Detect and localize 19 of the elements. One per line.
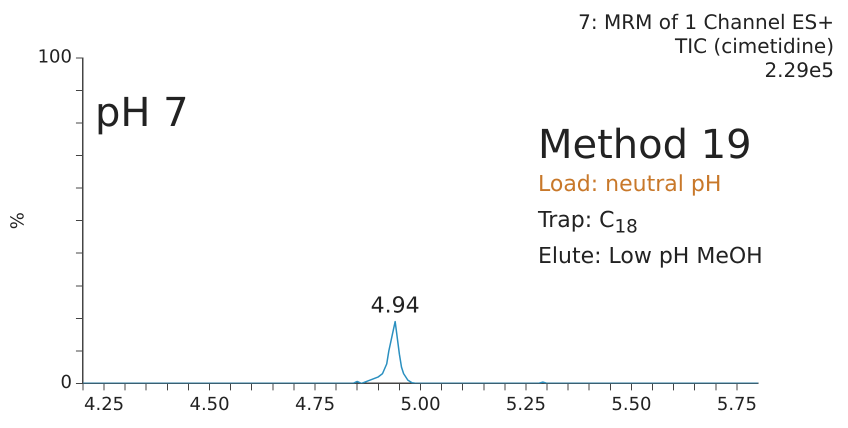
x-tick-label: 4.25 bbox=[84, 394, 124, 415]
y-tick-label: 100 bbox=[38, 46, 72, 68]
x-tick-label: 5.25 bbox=[506, 394, 546, 415]
x-tick-label: 5.75 bbox=[716, 394, 757, 415]
y-tick-label: 0 bbox=[60, 372, 72, 394]
x-tick-label: 5.00 bbox=[400, 394, 441, 415]
annotation: TIC (cimetidine) bbox=[674, 34, 834, 58]
x-tick-label: 4.75 bbox=[294, 394, 336, 415]
annotation: 4.94 bbox=[370, 293, 420, 318]
x-tick-label: 4.50 bbox=[189, 394, 230, 415]
annotation: Trap: C$_{18}$ bbox=[538, 208, 638, 238]
x-tick-label: 5.50 bbox=[611, 394, 652, 415]
annotation: Method 19 bbox=[538, 122, 752, 168]
annotation: Elute: Low pH MeOH bbox=[538, 244, 763, 269]
annotation: pH 7 bbox=[95, 90, 189, 136]
text: 2.29e5 bbox=[764, 58, 834, 82]
text: 7: MRM of 1 Channel ES+ bbox=[578, 10, 834, 34]
annotation: Load: neutral pH bbox=[538, 172, 722, 197]
y-axis-title: % bbox=[7, 212, 28, 230]
